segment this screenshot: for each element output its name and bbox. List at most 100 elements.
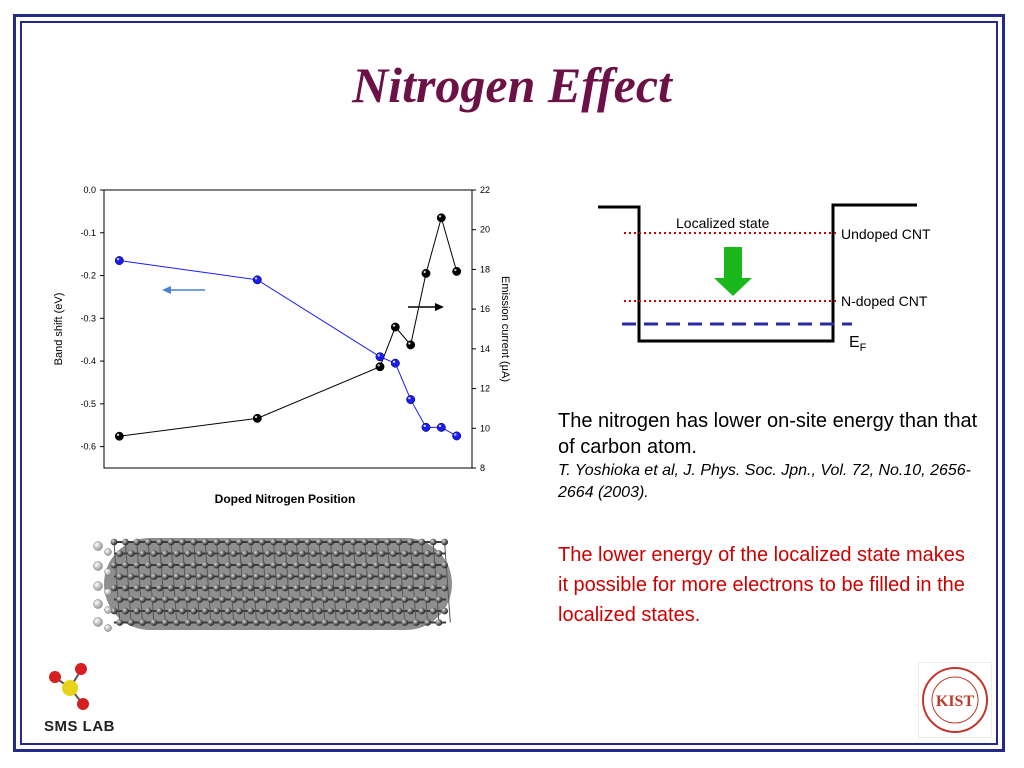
- carbon-atom: [281, 584, 289, 592]
- left-tick-label: -0.3: [80, 313, 96, 323]
- nanotube-bond: [181, 541, 189, 623]
- carbon-atom: [287, 619, 295, 626]
- carbon-atom: [122, 538, 129, 546]
- carbon-atom: [441, 584, 448, 592]
- nanotube-bond: [193, 541, 200, 623]
- carbon-atom: [418, 538, 426, 546]
- carbon-atom: [161, 596, 169, 603]
- emission-point: [421, 268, 431, 278]
- band-shift-point: [390, 358, 400, 368]
- nanotube-bond: [295, 541, 303, 623]
- carbon-atom: [418, 561, 426, 569]
- carbon-atom: [321, 550, 329, 557]
- left-tick-label: -0.5: [80, 399, 96, 409]
- carbon-atom: [173, 596, 181, 603]
- nanotube-bond: [227, 541, 235, 623]
- carbon-atom: [264, 596, 272, 603]
- carbon-atom: [361, 538, 369, 546]
- band-shift-point: [114, 256, 124, 266]
- nanotube-bond: [250, 541, 257, 623]
- carbon-atom: [321, 573, 329, 580]
- carbon-atom: [207, 550, 215, 557]
- carbon-atom: [401, 550, 409, 557]
- explanation-text: The nitrogen has lower on-site energy th…: [558, 408, 978, 504]
- carbon-atom: [253, 550, 260, 557]
- carbon-atom: [150, 596, 158, 603]
- carbon-atom: [361, 584, 369, 592]
- carbon-atom: [338, 584, 346, 592]
- nanotube-body: [104, 538, 452, 630]
- carbon-atom: [133, 561, 141, 569]
- carbon-atom: [184, 619, 192, 626]
- kist-logo-icon: KIST: [918, 662, 992, 738]
- fermi-e: E: [849, 334, 860, 351]
- right-tick-label: 18: [480, 264, 490, 274]
- carbon-atom: [367, 573, 374, 580]
- carbon-atom: [293, 561, 300, 569]
- carbon-atom: [310, 573, 317, 580]
- carbon-atom: [213, 538, 220, 546]
- carbon-atom: [133, 584, 141, 592]
- carbon-atom: [224, 607, 232, 615]
- logo-atom-red: [77, 698, 89, 710]
- carbon-atom: [218, 619, 226, 626]
- nanotube-illustration: [93, 538, 452, 632]
- carbon-atom: [327, 561, 334, 569]
- carbon-atom: [412, 573, 420, 580]
- carbon-atom: [287, 596, 295, 603]
- carbon-atom: [201, 607, 209, 615]
- carbon-atom: [133, 538, 141, 546]
- carbon-atom: [150, 573, 158, 580]
- carbon-atom: [247, 584, 255, 592]
- carbon-atom: [110, 607, 118, 615]
- carbon-atom: [304, 538, 312, 546]
- reference-citation: T. Yoshioka et al, J. Phys. Soc. Jpn., V…: [558, 462, 971, 501]
- carbon-atom: [224, 584, 232, 592]
- carbon-atom: [332, 619, 340, 626]
- carbon-atom: [327, 607, 334, 615]
- emission-point: [114, 431, 124, 441]
- carbon-atom: [298, 573, 306, 580]
- carbon-atom: [275, 573, 283, 580]
- carbon-atom: [139, 550, 146, 557]
- nanotube-bond: [136, 541, 143, 623]
- left-axis-label: Band shift (eV): [53, 293, 65, 366]
- carbon-atom: [372, 607, 380, 615]
- right-tick-label: 12: [480, 384, 490, 394]
- carbon-atom: [201, 584, 209, 592]
- nanotube-bond: [204, 541, 212, 623]
- carbon-atom: [241, 596, 249, 603]
- carbon-atom: [196, 619, 203, 626]
- point-highlight: [254, 277, 258, 280]
- carbon-atom: [207, 619, 215, 626]
- carbon-atom: [429, 561, 437, 569]
- nanotube-bond: [421, 541, 428, 623]
- carbon-atom: [190, 584, 198, 592]
- carbon-atom: [122, 607, 129, 615]
- carbon-atom: [332, 550, 340, 557]
- carbon-atom: [264, 573, 272, 580]
- nanotube-atoms: [110, 538, 448, 626]
- point-highlight: [392, 324, 396, 327]
- carbon-atom: [161, 550, 169, 557]
- nanotube-bond: [387, 541, 394, 623]
- series-lines: [119, 215, 458, 437]
- carbon-atom: [344, 550, 352, 557]
- carbon-atom: [367, 596, 374, 603]
- carbon-atom: [435, 573, 443, 580]
- carbon-atom: [196, 596, 203, 603]
- carbon-atom: [412, 596, 420, 603]
- emission-point: [452, 266, 462, 276]
- carbon-atom: [127, 619, 135, 626]
- carbon-atom: [435, 596, 443, 603]
- point-highlight: [423, 424, 426, 428]
- nanotube-bond: [341, 541, 349, 623]
- carbon-atom: [258, 538, 266, 546]
- point-highlight: [377, 354, 380, 357]
- carbon-atom: [275, 596, 283, 603]
- left-axis-ticks: 0.0 -0.1 -0.2 -0.3 -0.4 -0.5 -0.6: [80, 185, 104, 452]
- carbon-atom: [201, 561, 209, 569]
- nanotube-bond: [261, 541, 269, 623]
- carbon-atom: [315, 584, 323, 592]
- carbon-atom: [395, 607, 403, 615]
